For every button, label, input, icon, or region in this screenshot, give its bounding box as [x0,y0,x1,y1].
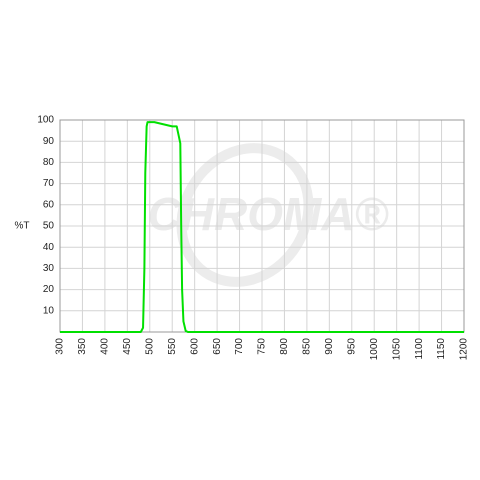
y-axis-label: %T [15,221,30,232]
y-tick-label: 30 [43,263,55,274]
y-tick-label: 10 [43,305,55,316]
x-tick-label: 750 [257,338,268,355]
y-tick-label: 70 [43,178,55,189]
data-line [60,121,464,333]
y-tick-label: 50 [43,221,55,232]
y-tick-label: 80 [43,157,55,168]
x-tick-label: 800 [279,338,290,355]
y-tick-label: 90 [43,136,55,147]
x-tick-label: 650 [212,338,223,355]
y-tick-label: 60 [43,199,55,210]
y-tick-label: 40 [43,242,55,253]
watermark-swoosh [176,143,314,287]
x-tick-label: 1150 [436,338,447,360]
x-tick-label: 600 [189,338,200,355]
x-tick-label: 1100 [414,338,425,360]
x-tick-label: 450 [122,338,133,355]
x-tick-label: 400 [100,338,111,355]
x-tick-label: 1200 [459,338,470,361]
x-tick-label: 700 [234,338,245,355]
x-tick-label: 1000 [369,338,380,361]
x-tick-label: 500 [144,338,155,355]
x-tick-label: 850 [302,338,313,355]
x-tick-label: 300 [55,338,66,355]
x-tick-label: 550 [167,338,178,355]
x-tick-label: 900 [324,338,335,355]
y-tick-label: 20 [43,284,55,295]
x-tick-label: 950 [346,338,357,355]
x-tick-label: 1050 [391,338,402,361]
x-tick-label: 350 [77,338,88,355]
watermark: CHROMA® [148,188,389,240]
y-tick-label: 100 [37,115,54,126]
